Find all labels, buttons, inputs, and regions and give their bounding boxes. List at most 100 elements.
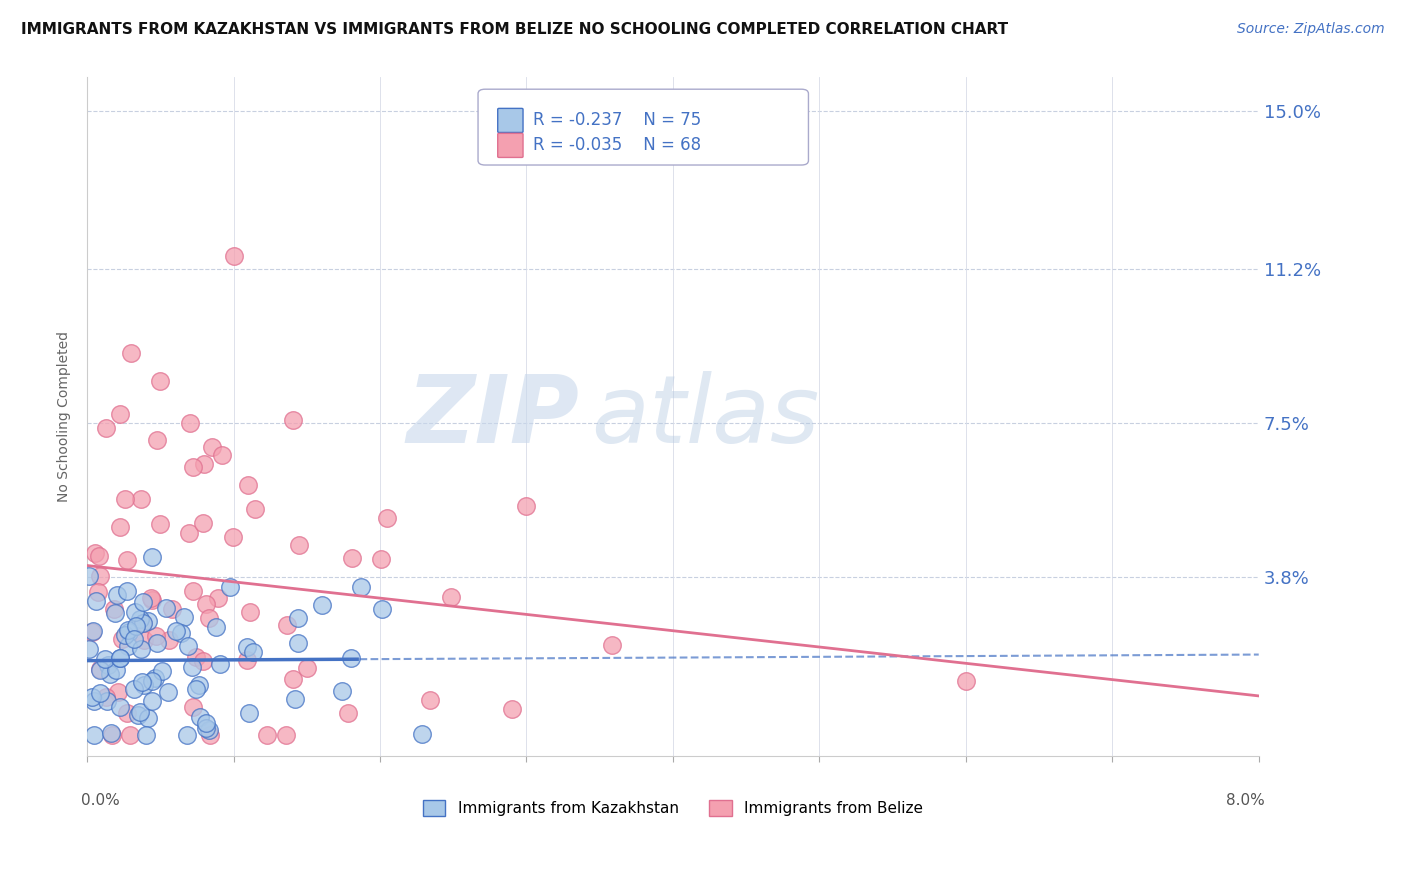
Point	[117, 639, 139, 653]
Point	[177, 525, 200, 540]
Point	[108, 650, 131, 665]
Point	[94, 421, 117, 435]
Point	[134, 678, 156, 692]
Point	[83, 546, 105, 560]
Text: R = -0.237    N = 75: R = -0.237 N = 75	[533, 112, 702, 129]
Point	[242, 645, 264, 659]
Point	[129, 491, 152, 506]
Point	[222, 530, 245, 544]
Point	[122, 681, 145, 696]
Point	[337, 706, 360, 720]
Point	[243, 502, 266, 516]
Point	[173, 610, 195, 624]
Point	[256, 728, 278, 742]
Point	[107, 684, 129, 698]
Point	[349, 580, 371, 594]
Point	[176, 728, 198, 742]
Point	[83, 728, 105, 742]
Point	[177, 639, 200, 653]
Point	[84, 594, 107, 608]
Point	[100, 728, 122, 742]
Point	[155, 601, 177, 615]
Point	[160, 601, 183, 615]
Point	[339, 651, 361, 665]
Point	[80, 625, 103, 640]
Text: ZIP: ZIP	[406, 370, 579, 463]
Point	[79, 642, 101, 657]
Text: Source: ZipAtlas.com: Source: ZipAtlas.com	[1237, 22, 1385, 37]
Point	[284, 692, 307, 706]
Point	[94, 690, 117, 704]
Point	[201, 440, 224, 454]
Point	[108, 520, 131, 534]
Point	[193, 654, 215, 668]
Point	[515, 499, 537, 513]
Point	[281, 673, 304, 687]
Point	[136, 711, 159, 725]
Point	[149, 374, 172, 388]
Point	[110, 699, 132, 714]
Point	[287, 610, 309, 624]
Point	[103, 602, 125, 616]
Point	[157, 632, 180, 647]
Point	[209, 657, 232, 672]
Point	[141, 591, 163, 606]
Point	[179, 416, 201, 430]
Point	[108, 651, 131, 665]
Point	[239, 605, 262, 619]
Point	[370, 551, 392, 566]
Point	[187, 678, 209, 692]
Point	[124, 605, 146, 619]
Point	[222, 249, 245, 263]
Point	[129, 642, 152, 657]
Point	[440, 591, 463, 605]
Point	[115, 553, 138, 567]
Point	[204, 620, 226, 634]
Point	[411, 727, 433, 741]
Point	[287, 539, 309, 553]
Point	[111, 632, 134, 646]
Point	[340, 550, 363, 565]
Point	[198, 611, 221, 625]
Point	[276, 618, 298, 632]
Point	[198, 728, 221, 742]
Point	[136, 614, 159, 628]
Point	[188, 710, 211, 724]
Point	[104, 664, 127, 678]
Point	[330, 684, 353, 698]
Point	[117, 623, 139, 637]
Point	[97, 657, 120, 672]
Point	[131, 615, 153, 630]
Point	[131, 674, 153, 689]
Point	[170, 625, 193, 640]
Point	[955, 673, 977, 688]
Point	[156, 684, 179, 698]
Point	[295, 661, 318, 675]
Point	[238, 478, 260, 492]
Point	[211, 448, 233, 462]
Point	[89, 569, 111, 583]
Point	[141, 549, 163, 564]
Point	[89, 686, 111, 700]
Point	[195, 715, 218, 730]
Point	[125, 619, 148, 633]
Point	[132, 594, 155, 608]
Point	[236, 640, 259, 654]
Text: 8.0%: 8.0%	[1226, 793, 1264, 808]
Point	[165, 624, 187, 639]
Point	[80, 690, 103, 704]
Point	[183, 584, 205, 599]
Text: IMMIGRANTS FROM KAZAKHSTAN VS IMMIGRANTS FROM BELIZE NO SCHOOLING COMPLETED CORR: IMMIGRANTS FROM KAZAKHSTAN VS IMMIGRANTS…	[21, 22, 1008, 37]
Point	[129, 612, 152, 626]
Point	[283, 413, 305, 427]
Point	[98, 666, 121, 681]
Point	[146, 433, 169, 447]
Point	[219, 580, 242, 594]
Point	[146, 636, 169, 650]
Point	[501, 701, 523, 715]
Point	[135, 728, 157, 742]
Point	[115, 706, 138, 721]
Point	[110, 407, 132, 421]
Point	[370, 601, 392, 615]
Point	[600, 639, 623, 653]
